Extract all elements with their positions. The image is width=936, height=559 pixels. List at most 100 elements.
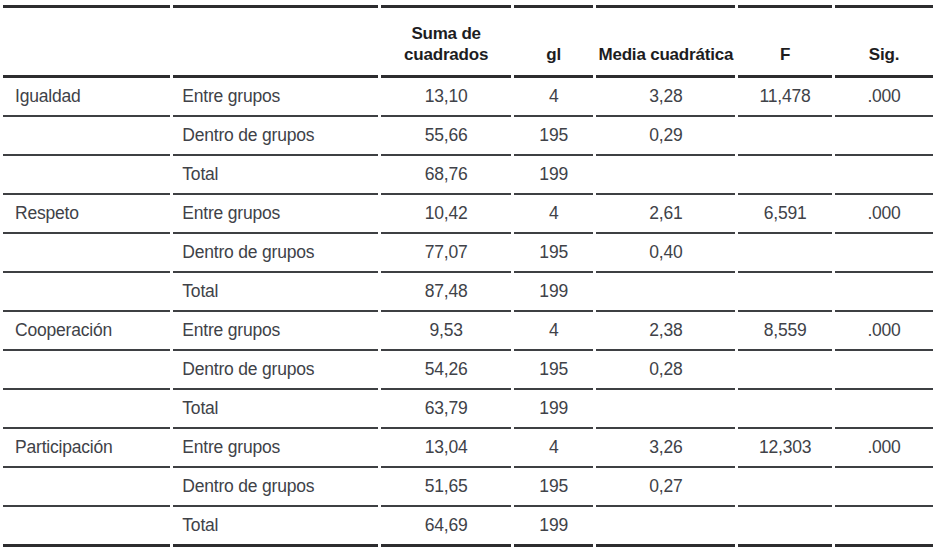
group-cell: Entre grupos: [173, 312, 378, 351]
f-cell: [738, 468, 832, 507]
group-cell: Total: [173, 507, 378, 547]
group-cell: Entre grupos: [173, 78, 378, 117]
suma-cell: 9,53: [381, 312, 511, 351]
suma-cell: 54,26: [381, 351, 511, 390]
table-row: Igualdad Entre grupos 13,10 4 3,28 11,47…: [3, 78, 933, 117]
f-cell: [738, 234, 832, 273]
suma-cell: 13,10: [381, 78, 511, 117]
media-cell: 0,40: [596, 234, 735, 273]
gl-cell: 195: [514, 117, 594, 156]
f-cell: 12,303: [738, 429, 832, 468]
variable-cell: [3, 234, 170, 273]
f-cell: 8,559: [738, 312, 832, 351]
variable-cell: [3, 351, 170, 390]
suma-cell: 55,66: [381, 117, 511, 156]
media-cell: [596, 273, 735, 312]
suma-cell: 10,42: [381, 195, 511, 234]
f-cell: [738, 351, 832, 390]
sig-cell: [835, 234, 933, 273]
media-cell: [596, 390, 735, 429]
table-row: Cooperación Entre grupos 9,53 4 2,38 8,5…: [3, 312, 933, 351]
table-row: Dentro de grupos 54,26 195 0,28: [3, 351, 933, 390]
f-cell: 11,478: [738, 78, 832, 117]
sig-cell: .000: [835, 312, 933, 351]
f-cell: [738, 390, 832, 429]
suma-cell: 63,79: [381, 390, 511, 429]
table-row: Total 68,76 199: [3, 156, 933, 195]
group-cell: Dentro de grupos: [173, 351, 378, 390]
gl-cell: 195: [514, 351, 594, 390]
header-sig: Sig.: [835, 5, 933, 78]
table-row: Total 63,79 199: [3, 390, 933, 429]
table-row: Participación Entre grupos 13,04 4 3,26 …: [3, 429, 933, 468]
group-cell: Total: [173, 156, 378, 195]
gl-cell: 199: [514, 156, 594, 195]
media-cell: [596, 156, 735, 195]
variable-cell: [3, 507, 170, 547]
group-cell: Entre grupos: [173, 195, 378, 234]
suma-cell: 68,76: [381, 156, 511, 195]
sig-cell: .000: [835, 195, 933, 234]
variable-cell: Igualdad: [3, 78, 170, 117]
group-cell: Dentro de grupos: [173, 234, 378, 273]
table-row: Dentro de grupos 51,65 195 0,27: [3, 468, 933, 507]
gl-cell: 199: [514, 507, 594, 547]
f-cell: [738, 156, 832, 195]
table-row: Total 64,69 199: [3, 507, 933, 547]
variable-cell: [3, 390, 170, 429]
media-cell: 3,26: [596, 429, 735, 468]
header-variable: [3, 5, 170, 78]
media-cell: 3,28: [596, 78, 735, 117]
f-cell: [738, 117, 832, 156]
header-group: [173, 5, 378, 78]
anova-table: Suma de cuadrados gl Media cuadrática F …: [0, 5, 936, 547]
variable-cell: Respeto: [3, 195, 170, 234]
media-cell: 2,61: [596, 195, 735, 234]
group-cell: Total: [173, 273, 378, 312]
header-row: Suma de cuadrados gl Media cuadrática F …: [3, 5, 933, 78]
sig-cell: [835, 468, 933, 507]
group-cell: Entre grupos: [173, 429, 378, 468]
sig-cell: [835, 351, 933, 390]
header-f: F: [738, 5, 832, 78]
gl-cell: 195: [514, 234, 594, 273]
media-cell: [596, 507, 735, 547]
media-cell: 0,27: [596, 468, 735, 507]
gl-cell: 199: [514, 273, 594, 312]
suma-cell: 51,65: [381, 468, 511, 507]
header-gl: gl: [514, 5, 594, 78]
table-row: Respeto Entre grupos 10,42 4 2,61 6,591 …: [3, 195, 933, 234]
gl-cell: 195: [514, 468, 594, 507]
page: Suma de cuadrados gl Media cuadrática F …: [0, 0, 936, 559]
media-cell: 0,28: [596, 351, 735, 390]
gl-cell: 4: [514, 429, 594, 468]
gl-cell: 4: [514, 78, 594, 117]
variable-cell: [3, 273, 170, 312]
suma-cell: 77,07: [381, 234, 511, 273]
variable-cell: Cooperación: [3, 312, 170, 351]
group-cell: Total: [173, 390, 378, 429]
sig-cell: [835, 390, 933, 429]
f-cell: 6,591: [738, 195, 832, 234]
sig-cell: [835, 273, 933, 312]
sig-cell: [835, 156, 933, 195]
table-row: Dentro de grupos 77,07 195 0,40: [3, 234, 933, 273]
table-row: Dentro de grupos 55,66 195 0,29: [3, 117, 933, 156]
variable-cell: [3, 117, 170, 156]
sig-cell: [835, 507, 933, 547]
suma-cell: 64,69: [381, 507, 511, 547]
f-cell: [738, 507, 832, 547]
gl-cell: 4: [514, 195, 594, 234]
variable-cell: Participación: [3, 429, 170, 468]
group-cell: Dentro de grupos: [173, 468, 378, 507]
gl-cell: 199: [514, 390, 594, 429]
table-row: Total 87,48 199: [3, 273, 933, 312]
media-cell: 2,38: [596, 312, 735, 351]
media-cell: 0,29: [596, 117, 735, 156]
suma-cell: 87,48: [381, 273, 511, 312]
sig-cell: [835, 117, 933, 156]
group-cell: Dentro de grupos: [173, 117, 378, 156]
suma-cell: 13,04: [381, 429, 511, 468]
gl-cell: 4: [514, 312, 594, 351]
sig-cell: .000: [835, 78, 933, 117]
